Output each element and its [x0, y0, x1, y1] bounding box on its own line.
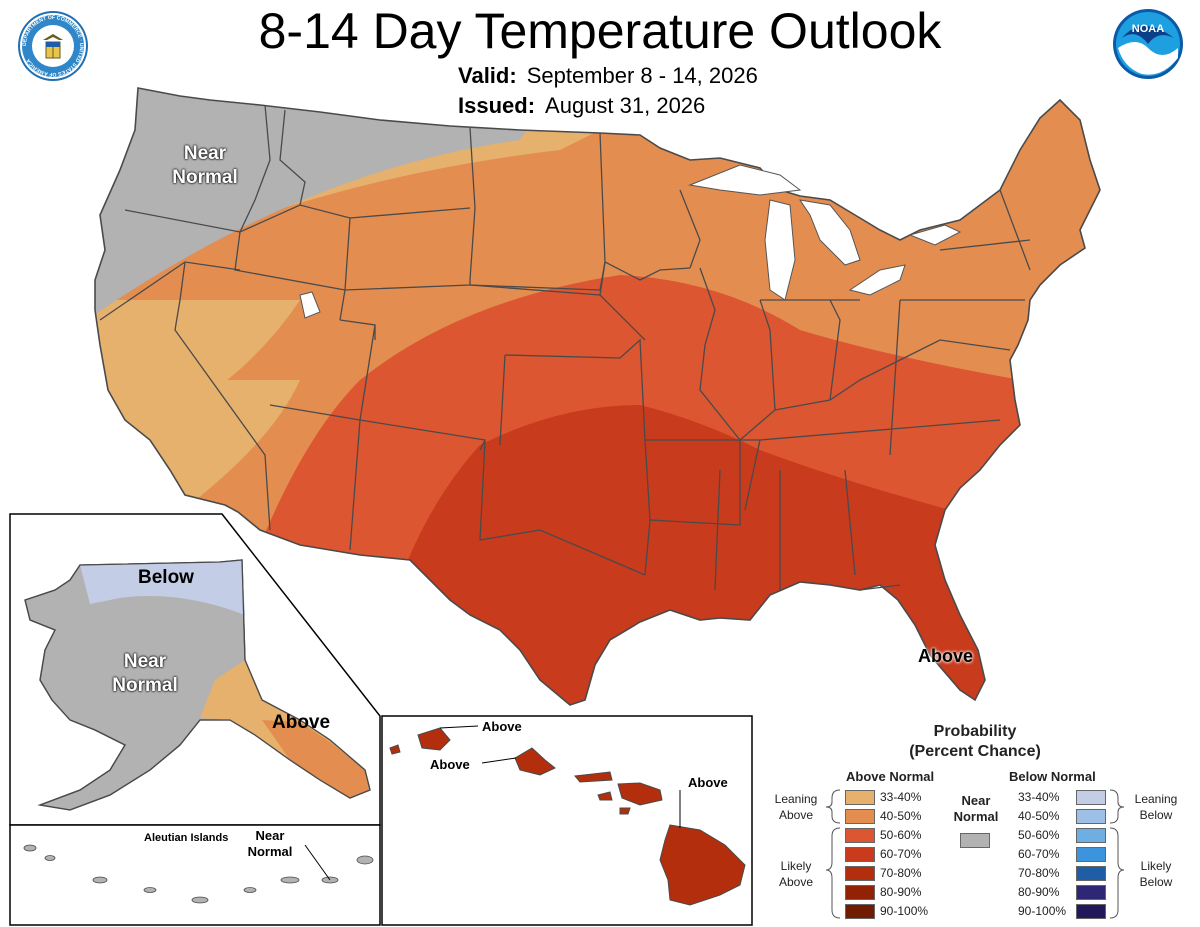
- legend-range-below-7: 90-100%: [1018, 904, 1067, 918]
- legend-swatch-near-normal: [960, 833, 990, 848]
- hawaii-above-label-1: Above: [482, 719, 522, 734]
- legend-swatch-above-3: [845, 828, 875, 843]
- zone-near-normal: [95, 88, 560, 325]
- aleutian-near-normal-label: Near Normal: [247, 828, 293, 859]
- legend-range-above-6: 80-90%: [880, 885, 922, 899]
- state-borders: [94, 87, 1101, 706]
- legend-swatch-above-1: [845, 790, 875, 805]
- legend-title: Probability (Percent Chance): [909, 723, 1041, 760]
- legend-near-normal-label: Near Normal: [953, 793, 999, 824]
- issued-label: Issued:: [458, 93, 536, 118]
- legend-swatch-above-5: [845, 866, 875, 881]
- legend-below-header: Below Normal: [1009, 769, 1096, 784]
- conus-near-normal-label: Near Normal: [172, 143, 238, 188]
- legend-range-below-5: 70-80%: [1018, 866, 1060, 880]
- page-title: 8-14 Day Temperature Outlook: [258, 3, 942, 59]
- conus-above-label: Above: [918, 646, 974, 666]
- legend-swatch-above-6: [845, 885, 875, 900]
- noaa-logo-icon: NOAA: [1113, 9, 1183, 79]
- legend-likely-below: Likely Below: [1139, 859, 1173, 889]
- legend-swatch-below-4: [1076, 847, 1106, 862]
- legend-swatch-above-2: [845, 809, 875, 824]
- legend-range-above-2: 40-50%: [880, 809, 922, 823]
- alaska-below-label: Below: [138, 567, 194, 588]
- legend-swatch-above-7: [845, 904, 875, 919]
- legend-range-below-4: 60-70%: [1018, 847, 1060, 861]
- valid-value: September 8 - 14, 2026: [526, 63, 758, 88]
- hawaii-above-label-3: Above: [688, 775, 728, 790]
- legend-range-below-2: 40-50%: [1018, 809, 1060, 823]
- legend-swatch-below-1: [1076, 790, 1106, 805]
- hawaii-above-label-2: Above: [430, 757, 470, 772]
- legend-range-below-6: 80-90%: [1018, 885, 1060, 899]
- legend-range-below-3: 50-60%: [1018, 828, 1060, 842]
- legend-range-above-3: 50-60%: [880, 828, 922, 842]
- legend-above-header: Above Normal: [846, 769, 935, 784]
- legend-leaning-above: Leaning Above: [774, 792, 818, 822]
- valid-label: Valid:: [458, 63, 517, 88]
- legend-swatch-below-2: [1076, 809, 1106, 824]
- great-lakes: [299, 164, 962, 319]
- legend-range-below-1: 33-40%: [1018, 790, 1060, 804]
- noaa-text: NOAA: [1132, 23, 1164, 35]
- legend-range-above-4: 60-70%: [880, 847, 922, 861]
- issued-date: Issued: August 31, 2026: [458, 93, 705, 119]
- legend-swatch-above-4: [845, 847, 875, 862]
- legend-swatch-below-6: [1076, 885, 1106, 900]
- valid-dates: Valid: September 8 - 14, 2026: [458, 63, 758, 89]
- legend-range-above-7: 90-100%: [880, 904, 929, 918]
- legend-swatch-below-7: [1076, 904, 1106, 919]
- legend-range-above-1: 33-40%: [880, 790, 922, 804]
- legend-swatch-below-3: [1076, 828, 1106, 843]
- doc-seal-icon: DEPARTMENT OF COMMERCE · UNITED STATES O…: [18, 11, 88, 81]
- legend-likely-above: Likely Above: [778, 859, 814, 889]
- aleutian-title: Aleutian Islands: [144, 832, 229, 844]
- issued-value: August 31, 2026: [545, 93, 706, 118]
- legend-leaning-below: Leaning Below: [1134, 792, 1178, 822]
- alaska-above-label: Above: [272, 712, 331, 733]
- alaska-near-normal-label: Near Normal: [112, 651, 178, 696]
- legend-range-above-5: 70-80%: [880, 866, 922, 880]
- legend-swatch-below-5: [1076, 866, 1106, 881]
